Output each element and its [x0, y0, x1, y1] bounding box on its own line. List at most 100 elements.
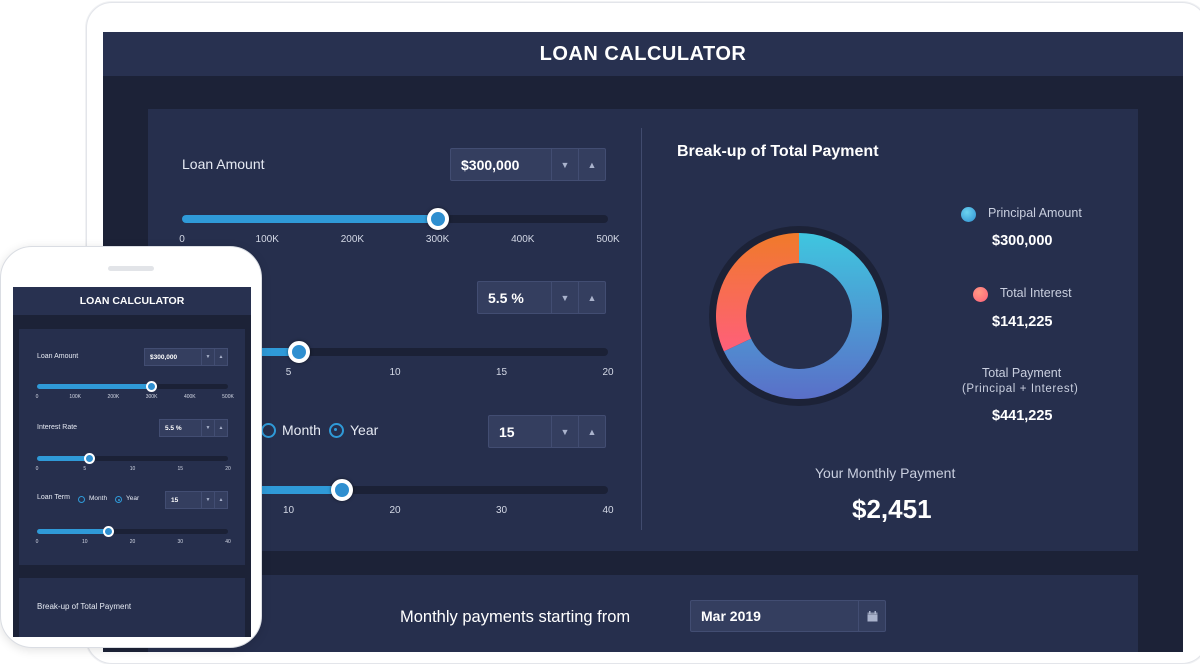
principal-label: Principal Amount [988, 206, 1082, 220]
increment-icon[interactable]: ▲ [214, 420, 227, 436]
tick-label: 100K [69, 394, 82, 400]
interest-rate-input[interactable]: 5.5 % ▼ ▲ [477, 281, 606, 314]
total-value: $441,225 [992, 408, 1053, 424]
tick-label: 500K [596, 234, 620, 245]
slider-fill [37, 384, 152, 389]
slider-thumb[interactable] [146, 381, 158, 392]
slider-thumb[interactable] [330, 479, 353, 501]
tick-label: 20 [602, 367, 614, 378]
tick-label: 400K [183, 394, 196, 400]
calendar-glyph [867, 610, 877, 621]
phone-screen: LOAN CALCULATOR Loan Amount $300,000 ▼ ▲… [13, 287, 251, 637]
phone-loan-amount-input[interactable]: $300,000 ▼ ▲ [144, 348, 228, 366]
decrement-icon[interactable]: ▼ [201, 420, 214, 436]
tick-label: 20 [129, 539, 136, 545]
loan-term-value[interactable]: 15 [499, 423, 515, 440]
start-date-input[interactable]: Mar 2019 [690, 600, 886, 632]
tick-label: 30 [495, 505, 508, 516]
tick-label: 40 [602, 505, 614, 516]
donut-hole [746, 263, 852, 369]
slider-thumb[interactable] [426, 208, 449, 230]
phone-breakup-title: Break-up of Total Payment [37, 602, 132, 611]
slider-fill [37, 529, 109, 534]
year-radio[interactable] [329, 423, 344, 438]
tick-label: 40 [225, 539, 231, 545]
desktop-screen: LOAN CALCULATOR Loan Amount $300,000 ▼ ▲… [103, 32, 1183, 652]
phone-year-radio[interactable] [115, 496, 122, 503]
total-label: Total Payment [982, 366, 1062, 380]
calculator-panel: Loan Amount $300,000 ▼ ▲ 0 100K 200K 300K 40… [148, 109, 1138, 551]
tick-label: 20 [225, 466, 231, 472]
slider-fill [37, 456, 90, 461]
phone-interest-rate-input[interactable]: 5.5 % ▼ ▲ [159, 419, 228, 437]
increment-icon[interactable]: ▲ [214, 349, 227, 365]
phone-speaker [108, 266, 154, 271]
tick-label: 0 [35, 394, 39, 400]
month-radio[interactable] [261, 423, 276, 438]
start-date-value[interactable]: Mar 2019 [701, 608, 761, 624]
phone-loan-amount-label: Loan Amount [37, 353, 79, 360]
breakup-title: Break-up of Total Payment [677, 143, 879, 160]
principal-value: $300,000 [992, 233, 1053, 249]
decrement-icon[interactable]: ▼ [201, 349, 214, 365]
payment-donut-chart [709, 226, 889, 406]
decrement-icon[interactable]: ▼ [551, 282, 578, 313]
interest-label: Total Interest [1000, 286, 1072, 300]
tick-label: 10 [129, 466, 136, 472]
increment-icon[interactable]: ▲ [578, 149, 605, 180]
tick-label: 200K [340, 234, 365, 245]
decrement-icon[interactable]: ▼ [551, 149, 578, 180]
loan-amount-value[interactable]: $300,000 [461, 156, 520, 173]
phone-interest-rate-label: Interest Rate [37, 424, 78, 431]
monthly-payment-value: $2,451 [852, 494, 932, 524]
phone-loan-term-input[interactable]: 15 ▼ ▲ [165, 491, 228, 509]
loan-amount-input[interactable]: $300,000 ▼ ▲ [450, 148, 606, 181]
phone-loan-amount-ticks: 0 100K 200K 300K 400K 500K [35, 394, 234, 402]
tick-label: 200K [107, 394, 120, 400]
phone-interest-rate-slider[interactable] [37, 453, 228, 464]
tick-label: 10 [81, 539, 88, 545]
tick-label: 5 [83, 466, 87, 472]
phone-month-radio[interactable] [78, 496, 85, 503]
increment-icon[interactable]: ▲ [578, 282, 605, 313]
tick-label: 10 [282, 505, 295, 516]
tick-label: 5 [285, 367, 292, 378]
phone-loan-amount-slider[interactable] [37, 381, 228, 392]
panel-divider [641, 128, 642, 530]
loan-amount-slider[interactable] [182, 208, 608, 230]
calendar-icon[interactable] [858, 601, 885, 631]
year-radio-label[interactable]: Year [350, 422, 379, 438]
increment-icon[interactable]: ▲ [214, 492, 227, 508]
phone-loan-term-slider[interactable] [37, 526, 228, 537]
principal-legend-dot [961, 207, 976, 222]
decrement-icon[interactable]: ▼ [201, 492, 214, 508]
slider-fill [182, 215, 438, 223]
phone-page-title: LOAN CALCULATOR [13, 287, 251, 315]
total-sublabel: (Principal + Interest) [962, 383, 1079, 395]
phone-loan-amount-value[interactable]: $300,000 [150, 353, 178, 361]
tick-label: 10 [389, 367, 401, 378]
tick-label: 30 [177, 539, 184, 545]
slider-thumb[interactable] [103, 526, 115, 537]
phone-month-radio-label[interactable]: Month [89, 495, 108, 502]
phone-loan-term-value[interactable]: 15 [171, 496, 179, 504]
phone-loan-term-label: Loan Term [37, 494, 70, 501]
slider-thumb[interactable] [84, 453, 96, 464]
tick-label: 0 [35, 539, 39, 545]
loan-amount-ticks: 0 100K 200K 300K 400K 500K [179, 234, 619, 246]
interest-rate-value[interactable]: 5.5 % [488, 289, 524, 306]
tick-label: 400K [511, 234, 535, 245]
decrement-icon[interactable]: ▼ [551, 416, 578, 447]
increment-icon[interactable]: ▲ [578, 416, 605, 447]
loan-term-input[interactable]: 15 ▼ ▲ [488, 415, 606, 448]
monthly-payment-label: Your Monthly Payment [815, 465, 956, 481]
tick-label: 15 [495, 367, 508, 378]
tick-label: 100K [255, 234, 279, 245]
slider-thumb[interactable] [288, 341, 311, 363]
schedule-label: Monthly payments starting from [400, 608, 631, 626]
page-title: LOAN CALCULATOR [103, 32, 1183, 76]
phone-interest-rate-value[interactable]: 5.5 % [165, 424, 182, 432]
phone-year-radio-label[interactable]: Year [126, 495, 140, 502]
month-radio-label[interactable]: Month [282, 422, 321, 438]
tick-label: 20 [389, 505, 401, 516]
